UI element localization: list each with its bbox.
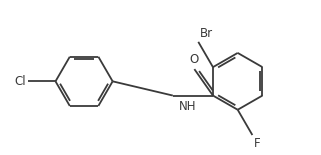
Text: Cl: Cl bbox=[14, 75, 26, 88]
Text: Br: Br bbox=[200, 27, 213, 40]
Text: NH: NH bbox=[179, 100, 196, 113]
Text: F: F bbox=[254, 137, 261, 150]
Text: O: O bbox=[190, 53, 199, 66]
